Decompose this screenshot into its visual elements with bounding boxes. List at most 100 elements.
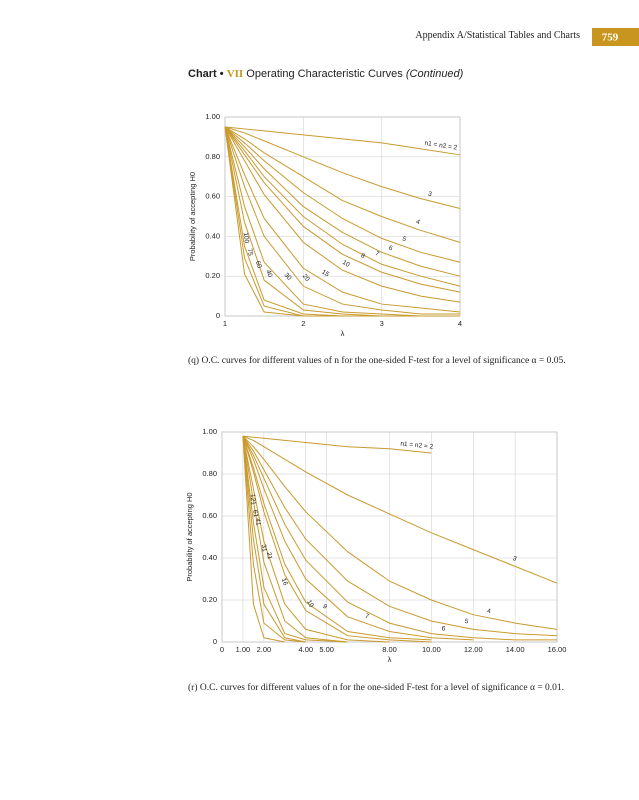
curve bbox=[242, 435, 558, 637]
curve bbox=[242, 435, 557, 641]
curve bbox=[224, 126, 461, 156]
section-label: Chart • bbox=[188, 68, 224, 80]
running-head: Appendix A/Statistical Tables and Charts bbox=[415, 30, 580, 41]
curve bbox=[224, 126, 460, 315]
curve-label: 7 bbox=[364, 613, 370, 621]
curve bbox=[242, 435, 432, 454]
x-tick-label: 12.00 bbox=[464, 645, 483, 654]
curve-label: 5 bbox=[464, 618, 469, 626]
curve bbox=[224, 126, 461, 277]
caption: (r) O.C. curves for different values of … bbox=[188, 682, 564, 693]
section-name: Operating Characteristic Curves bbox=[246, 68, 403, 80]
y-tick-label: 0.20 bbox=[202, 595, 217, 604]
x-tick-label: 5.00 bbox=[319, 645, 334, 654]
curve-label: 15 bbox=[320, 269, 330, 279]
page-number: 759 bbox=[602, 32, 619, 44]
y-tick-label: 0.40 bbox=[205, 231, 220, 240]
x-tick-label: 3 bbox=[380, 319, 384, 328]
curve bbox=[242, 435, 558, 584]
curve-label: 100 bbox=[242, 232, 250, 244]
curve bbox=[242, 436, 285, 643]
x-tick-label: 1.00 bbox=[236, 645, 251, 654]
curve-label: 9 bbox=[321, 603, 328, 611]
x-tick-label: 8.00 bbox=[382, 645, 397, 654]
y-tick-label: 1.00 bbox=[205, 112, 220, 121]
y-tick-label: 0 bbox=[213, 637, 217, 646]
x-axis-label: λ bbox=[388, 655, 392, 664]
curve bbox=[242, 436, 432, 643]
curve bbox=[224, 126, 461, 293]
y-tick-label: 0.20 bbox=[205, 271, 220, 280]
curve bbox=[242, 436, 432, 641]
curve-label: n1 = n2 = 2 bbox=[400, 440, 434, 450]
y-tick-label: 0.60 bbox=[205, 192, 220, 201]
curve-label: 6 bbox=[441, 625, 446, 632]
curve-label: 7 bbox=[374, 250, 381, 258]
curve-label: 75 bbox=[246, 248, 254, 257]
curve bbox=[224, 126, 460, 317]
curve-label: 121 bbox=[249, 494, 257, 506]
section-title: Chart • VII Operating Characteristic Cur… bbox=[188, 68, 464, 80]
curve bbox=[224, 126, 460, 317]
curve bbox=[224, 126, 460, 317]
curve-label: 8 bbox=[360, 252, 367, 260]
curve bbox=[224, 126, 461, 243]
curve-label: 60 bbox=[254, 260, 263, 270]
y-tick-label: 0.40 bbox=[202, 553, 217, 562]
curve bbox=[242, 435, 474, 641]
y-tick-label: 0.60 bbox=[202, 511, 217, 520]
curve bbox=[224, 126, 460, 317]
curve bbox=[242, 436, 348, 643]
y-tick-label: 0.80 bbox=[202, 469, 217, 478]
x-tick-label: 14.00 bbox=[506, 645, 525, 654]
curve-label: 3 bbox=[511, 555, 517, 563]
curve bbox=[224, 126, 461, 287]
x-tick-label: 1 bbox=[223, 319, 227, 328]
y-axis-label: Probability of accepting H0 bbox=[185, 492, 194, 581]
x-tick-label: 10.00 bbox=[422, 645, 441, 654]
y-tick-label: 0.80 bbox=[205, 152, 220, 161]
curve bbox=[242, 436, 306, 643]
curve-label: 20 bbox=[301, 273, 311, 283]
curve bbox=[224, 126, 461, 263]
page-number-box bbox=[592, 28, 639, 46]
curve bbox=[242, 435, 558, 630]
y-tick-label: 0 bbox=[216, 311, 220, 320]
curve-label: 40 bbox=[264, 269, 273, 278]
curve-label: 31 bbox=[260, 544, 268, 553]
curve-label: 61 bbox=[251, 510, 259, 518]
curve-label: 16 bbox=[280, 577, 289, 586]
curve-label: 4 bbox=[486, 608, 491, 616]
caption: (q) O.C. curves for different values of … bbox=[188, 355, 566, 366]
curve bbox=[224, 126, 461, 210]
curve-label: 21 bbox=[265, 552, 273, 561]
curve-label: 4 bbox=[415, 218, 421, 226]
y-axis-label: Probability of accepting H0 bbox=[188, 172, 197, 261]
y-tick-label: 1.00 bbox=[202, 427, 217, 436]
x-tick-label: 4 bbox=[458, 319, 462, 328]
curve bbox=[242, 436, 348, 643]
x-tick-label: 16.00 bbox=[548, 645, 567, 654]
curve-label: 3 bbox=[427, 190, 433, 198]
section-note: (Continued) bbox=[406, 68, 464, 80]
curve bbox=[224, 126, 461, 303]
x-tick-label: 2 bbox=[301, 319, 305, 328]
curve-label: 5 bbox=[401, 235, 407, 243]
curve bbox=[224, 126, 460, 317]
curve bbox=[224, 126, 461, 313]
section-number: VII bbox=[227, 68, 244, 80]
x-tick-label: 4.00 bbox=[298, 645, 313, 654]
curve-label: 6 bbox=[388, 245, 394, 253]
curve bbox=[242, 436, 306, 643]
x-tick-label: 0 bbox=[220, 645, 224, 654]
x-tick-label: 2.00 bbox=[257, 645, 272, 654]
curve-label: 10 bbox=[305, 599, 315, 609]
curve-label: 10 bbox=[341, 259, 351, 269]
curve bbox=[242, 436, 390, 643]
curve-label: n1 = n2 = 2 bbox=[424, 140, 458, 152]
curve-label: 30 bbox=[283, 272, 293, 282]
x-axis-label: λ bbox=[341, 329, 345, 338]
curve-label: 41 bbox=[254, 518, 262, 526]
